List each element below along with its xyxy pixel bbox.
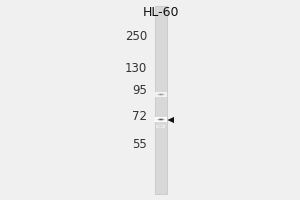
Bar [154, 6, 166, 194]
Text: 55: 55 [132, 138, 147, 152]
Text: 250: 250 [125, 30, 147, 44]
Text: 130: 130 [125, 62, 147, 75]
Text: 95: 95 [132, 84, 147, 97]
Text: 72: 72 [132, 110, 147, 123]
Polygon shape [167, 117, 174, 123]
Text: HL-60: HL-60 [142, 6, 179, 19]
